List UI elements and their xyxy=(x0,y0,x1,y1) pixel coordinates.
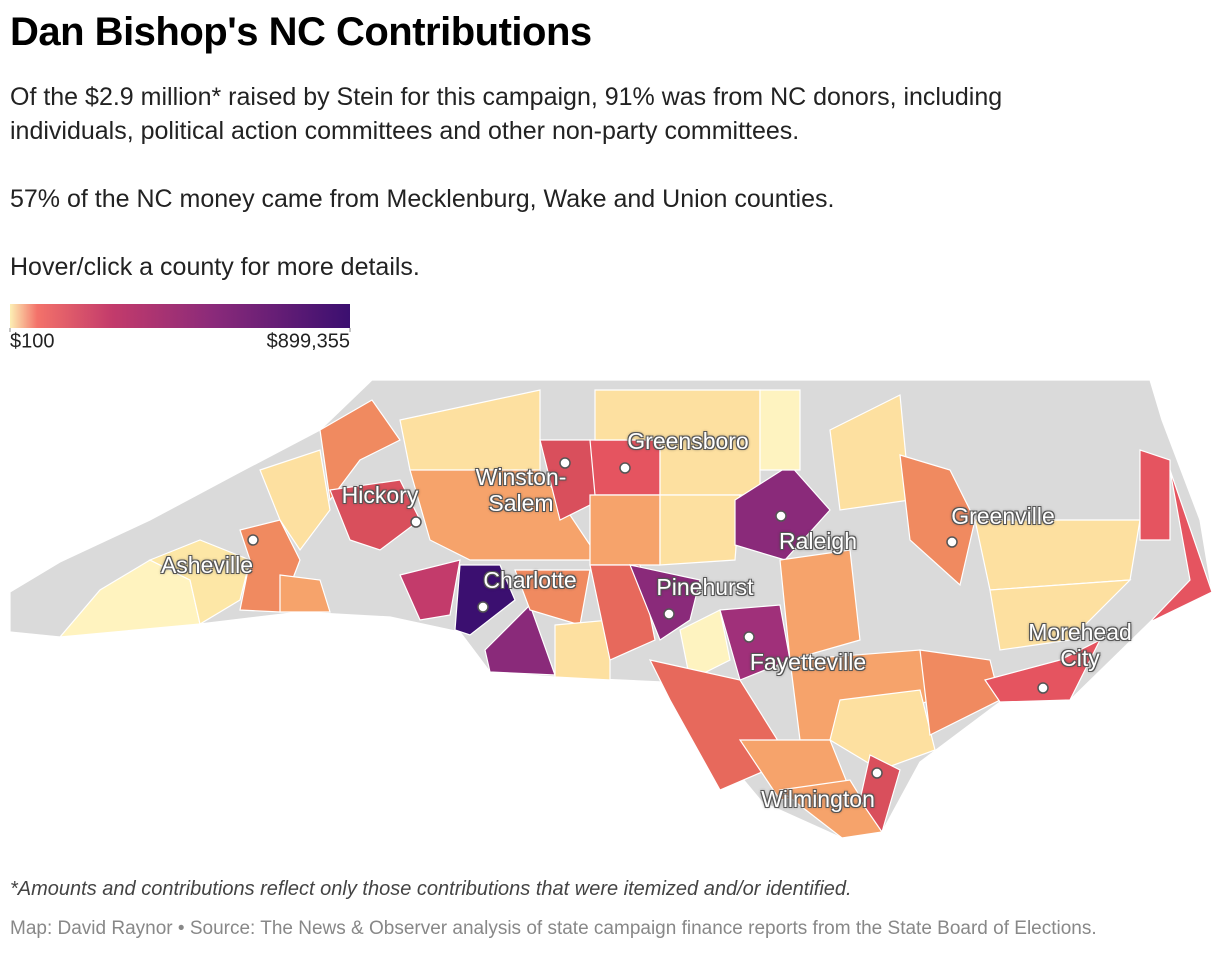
county[interactable] xyxy=(679,609,731,681)
legend-gradient xyxy=(10,304,350,328)
description: Of the $2.9 million* raised by Stein for… xyxy=(10,80,1120,318)
city-label: Wilmington xyxy=(761,786,875,812)
county[interactable] xyxy=(974,519,1141,591)
county[interactable] xyxy=(1139,449,1171,541)
city-dot xyxy=(410,516,422,528)
city-dot xyxy=(247,534,259,546)
legend-label: $899,355 xyxy=(267,331,350,353)
paragraph: Of the $2.9 million* raised by Stein for… xyxy=(10,83,1003,145)
county[interactable] xyxy=(329,479,421,551)
city-dot xyxy=(946,536,958,548)
paragraph: Hover/click a county for more details. xyxy=(10,253,420,281)
city-dot xyxy=(1037,682,1049,694)
city-label: Asheville xyxy=(160,552,254,578)
legend-label: $100 xyxy=(10,331,55,353)
county[interactable] xyxy=(409,469,602,561)
city-label: Fayetteville xyxy=(749,649,867,675)
county[interactable] xyxy=(589,494,661,566)
county[interactable] xyxy=(259,449,331,552)
county[interactable] xyxy=(554,619,611,681)
county[interactable] xyxy=(984,638,1102,703)
footnote: *Amounts and contributions reflect only … xyxy=(10,878,852,900)
city-label: Raleigh xyxy=(779,528,857,554)
county[interactable] xyxy=(589,564,656,661)
city-label: Winston-Salem xyxy=(475,464,567,516)
city-label: Greensboro xyxy=(627,428,749,454)
county[interactable] xyxy=(629,564,701,641)
city-label: Hickory xyxy=(341,482,419,508)
city-dot xyxy=(663,608,675,620)
source: Map: David Raynor • Source: The News & O… xyxy=(10,918,1097,939)
paragraph: 57% of the NC money came from Mecklenbur… xyxy=(10,185,835,213)
map: $100 $899,355 xyxy=(9,304,1213,839)
city-dot xyxy=(619,462,631,474)
city-label: Morehead City xyxy=(1028,619,1132,671)
county[interactable] xyxy=(454,564,516,636)
city-dot xyxy=(775,510,787,522)
county[interactable] xyxy=(659,494,741,566)
county[interactable] xyxy=(279,574,331,613)
county[interactable] xyxy=(829,689,936,771)
city-dot xyxy=(743,631,755,643)
county[interactable] xyxy=(899,454,976,587)
city-dots xyxy=(247,457,1049,779)
counties xyxy=(9,379,1213,839)
title: Dan Bishop's NC Contributions xyxy=(10,10,592,54)
city-dot xyxy=(559,457,571,469)
city-dot xyxy=(477,601,489,613)
county[interactable] xyxy=(399,559,461,621)
city-label: Pinehurst xyxy=(656,574,754,600)
city-label: Charlotte xyxy=(483,567,577,593)
county[interactable] xyxy=(319,399,401,502)
city-dot xyxy=(871,767,883,779)
county[interactable] xyxy=(148,539,251,625)
county[interactable] xyxy=(859,754,901,834)
county[interactable] xyxy=(989,579,1132,651)
county[interactable] xyxy=(1149,469,1213,623)
city-label: Greenville xyxy=(951,503,1055,529)
county[interactable] xyxy=(779,549,861,661)
county[interactable] xyxy=(759,389,801,471)
